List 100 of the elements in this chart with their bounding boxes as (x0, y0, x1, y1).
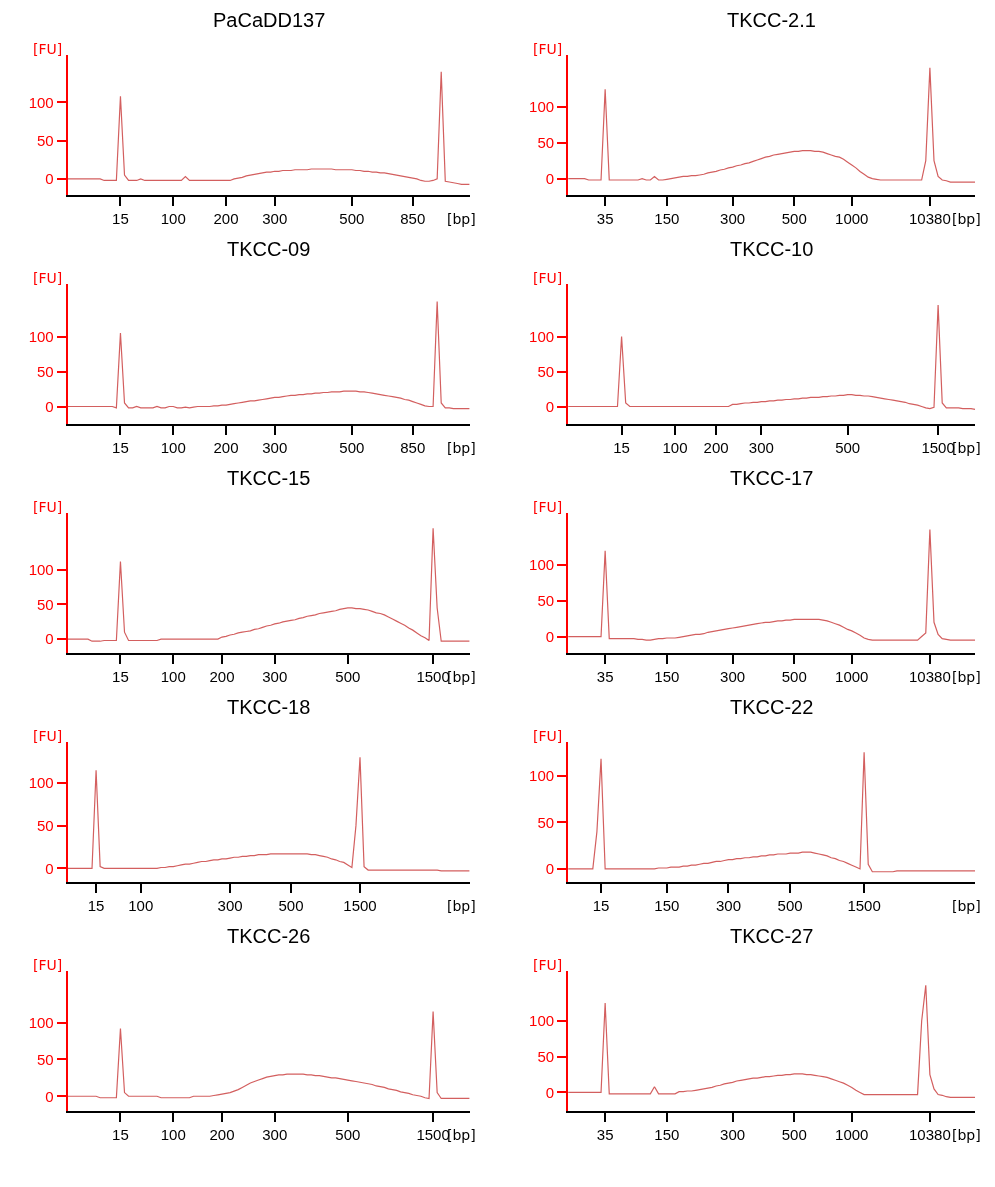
y-tick-label: 100 (28, 561, 54, 579)
x-tick-label: 1000 (835, 668, 869, 685)
line-series (568, 304, 976, 410)
x-tick-label: 850 (400, 210, 426, 227)
line-series (67, 300, 470, 410)
y-tick-label: 50 (537, 134, 555, 152)
x-axis-title: [bp] (952, 898, 981, 914)
x-tick-label: 100 (160, 210, 186, 227)
x-tick-label: 100 (662, 439, 688, 456)
x-tick-label: 150 (654, 668, 680, 685)
x-tick-label: 15 (87, 897, 105, 914)
x-tick-label: 10380 (909, 210, 951, 227)
x-tick-label: 35 (596, 668, 614, 685)
y-tick-label: 0 (45, 859, 54, 877)
x-tick-label: 500 (781, 210, 807, 227)
x-tick-label: 500 (335, 1126, 361, 1143)
x-tick-label: 200 (213, 210, 239, 227)
chart-title: TKCC-22 (730, 696, 814, 718)
x-tick-label: 500 (339, 210, 365, 227)
chart-title: TKCC-09 (227, 238, 311, 260)
x-tick-label: 500 (278, 897, 304, 914)
x-tick-label: 200 (209, 1126, 235, 1143)
x-tick-label: 500 (781, 1126, 807, 1143)
x-tick-label: 300 (217, 897, 243, 914)
line-series (67, 756, 470, 872)
x-tick-label: 15 (112, 668, 129, 685)
y-tick-label: 50 (537, 362, 555, 380)
y-tick-label: 50 (36, 816, 54, 834)
y-tick-label: 100 (529, 766, 555, 784)
y-tick-label: 0 (45, 397, 54, 415)
line-series (67, 527, 470, 642)
chart-title: TKCC-10 (730, 238, 814, 260)
x-tick-label: 100 (160, 668, 186, 685)
x-tick-label: 15 (613, 439, 630, 456)
y-tick-label: 100 (529, 556, 555, 574)
y-axis-title: [FU] (533, 728, 563, 744)
x-tick-label: 35 (596, 210, 614, 227)
x-tick-label: 100 (160, 439, 186, 456)
y-axis-title: [FU] (533, 270, 563, 286)
x-tick-label: 200 (209, 668, 235, 685)
chart-title: TKCC-2.1 (727, 9, 816, 31)
x-axis-title: [bp] (952, 440, 981, 456)
x-tick-label: 300 (720, 210, 746, 227)
x-tick-label: 1500 (847, 897, 881, 914)
x-tick-label: 300 (720, 1126, 746, 1143)
y-axis-title: [FU] (533, 499, 563, 515)
chart-title: PaCaDD137 (213, 9, 326, 31)
x-axis-title: [bp] (447, 1127, 476, 1143)
line-series (568, 751, 976, 873)
line-series (67, 71, 470, 185)
x-tick-label: 15 (112, 439, 129, 456)
x-axis-title: [bp] (447, 898, 476, 914)
x-tick-label: 15 (592, 897, 610, 914)
x-axis-title: [bp] (447, 211, 476, 227)
x-axis-title: [bp] (952, 669, 981, 685)
x-tick-label: 300 (262, 439, 288, 456)
y-tick-label: 50 (36, 1050, 54, 1068)
x-tick-label: 150 (654, 897, 680, 914)
y-tick-label: 50 (537, 592, 555, 610)
y-tick-label: 50 (537, 1047, 555, 1065)
y-tick-label: 0 (45, 630, 54, 648)
y-tick-label: 100 (28, 93, 54, 111)
x-axis-title: [bp] (952, 1127, 981, 1143)
x-tick-label: 300 (748, 439, 774, 456)
x-tick-label: 100 (160, 1126, 186, 1143)
x-axis-title: [bp] (447, 669, 476, 685)
x-tick-label: 500 (777, 897, 803, 914)
x-tick-label: 500 (339, 439, 365, 456)
y-axis-title: [FU] (33, 957, 63, 973)
y-axis-title: [FU] (33, 499, 63, 515)
x-tick-label: 500 (335, 668, 361, 685)
y-axis-title: [FU] (33, 41, 63, 57)
y-tick-label: 0 (545, 397, 555, 415)
x-tick-label: 150 (654, 1126, 680, 1143)
y-tick-label: 50 (537, 813, 555, 831)
x-tick-label: 300 (262, 1126, 288, 1143)
x-axis-title: [bp] (952, 211, 981, 227)
y-tick-label: 0 (45, 1087, 54, 1105)
y-tick-label: 0 (545, 860, 555, 878)
x-tick-label: 1000 (835, 1126, 869, 1143)
x-tick-label: 300 (715, 897, 741, 914)
y-tick-label: 100 (529, 327, 555, 345)
y-tick-label: 100 (28, 327, 54, 345)
y-tick-label: 100 (529, 98, 555, 116)
x-tick-label: 500 (835, 439, 861, 456)
y-tick-label: 0 (545, 169, 555, 187)
y-tick-label: 100 (529, 1012, 555, 1030)
x-tick-label: 300 (262, 210, 288, 227)
y-axis-title: [FU] (33, 728, 63, 744)
x-tick-label: 10380 (909, 668, 951, 685)
x-tick-label: 35 (596, 1126, 614, 1143)
x-tick-label: 100 (128, 897, 154, 914)
x-tick-label: 500 (781, 668, 807, 685)
x-tick-label: 200 (213, 439, 239, 456)
y-tick-label: 0 (45, 170, 54, 188)
x-tick-label: 300 (720, 668, 746, 685)
y-tick-label: 0 (545, 1083, 555, 1101)
y-axis-title: [FU] (533, 41, 563, 57)
x-tick-label: 10380 (909, 1126, 951, 1143)
chart-title: TKCC-17 (730, 467, 814, 489)
